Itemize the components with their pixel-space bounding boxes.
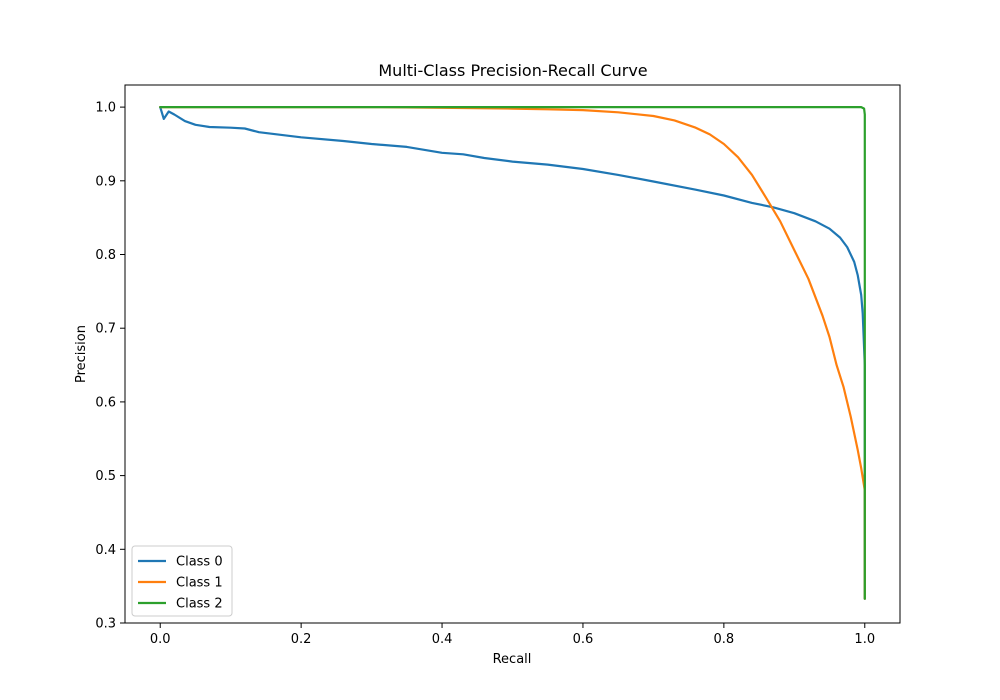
x-tick-label: 1.0 [854, 632, 875, 647]
y-tick-label: 0.8 [95, 248, 116, 263]
legend-label-class-1: Class 1 [176, 576, 223, 591]
y-tick-label: 0.4 [95, 543, 116, 558]
legend-label-class-0: Class 0 [176, 555, 223, 570]
legend-label-class-2: Class 2 [176, 597, 223, 612]
x-axis: 0.0 0.2 0.4 0.6 0.8 1.0 [150, 623, 875, 647]
series-line-class-1 [159, 105, 866, 600]
series-layer [159, 105, 866, 600]
chart-title: Multi-Class Precision-Recall Curve [378, 61, 647, 80]
legend-box [131, 545, 233, 617]
x-tick-label: 0.4 [432, 632, 453, 647]
x-tick-label: 0.2 [291, 632, 312, 647]
y-tick-label: 1.0 [95, 101, 116, 116]
y-tick-label: 0.5 [95, 469, 116, 484]
x-tick-label: 0.0 [150, 632, 171, 647]
x-axis-label: Recall [493, 652, 532, 667]
y-tick-label: 0.3 [95, 617, 116, 632]
y-tick-label: 0.7 [95, 322, 116, 337]
y-tick-label: 0.9 [95, 174, 116, 189]
x-tick-label: 0.6 [573, 632, 594, 647]
x-tick-label: 0.8 [714, 632, 735, 647]
series-line-class-0 [159, 105, 866, 600]
legend: Class 0 Class 1 Class 2 [131, 545, 233, 617]
y-axis: 0.3 0.4 0.5 0.6 0.7 0.8 0.9 1.0 [95, 101, 125, 632]
y-axis-label: Precision [74, 325, 89, 383]
y-tick-label: 0.6 [95, 395, 116, 410]
axes-frame [124, 84, 901, 624]
series-line-class-2 [159, 105, 866, 600]
